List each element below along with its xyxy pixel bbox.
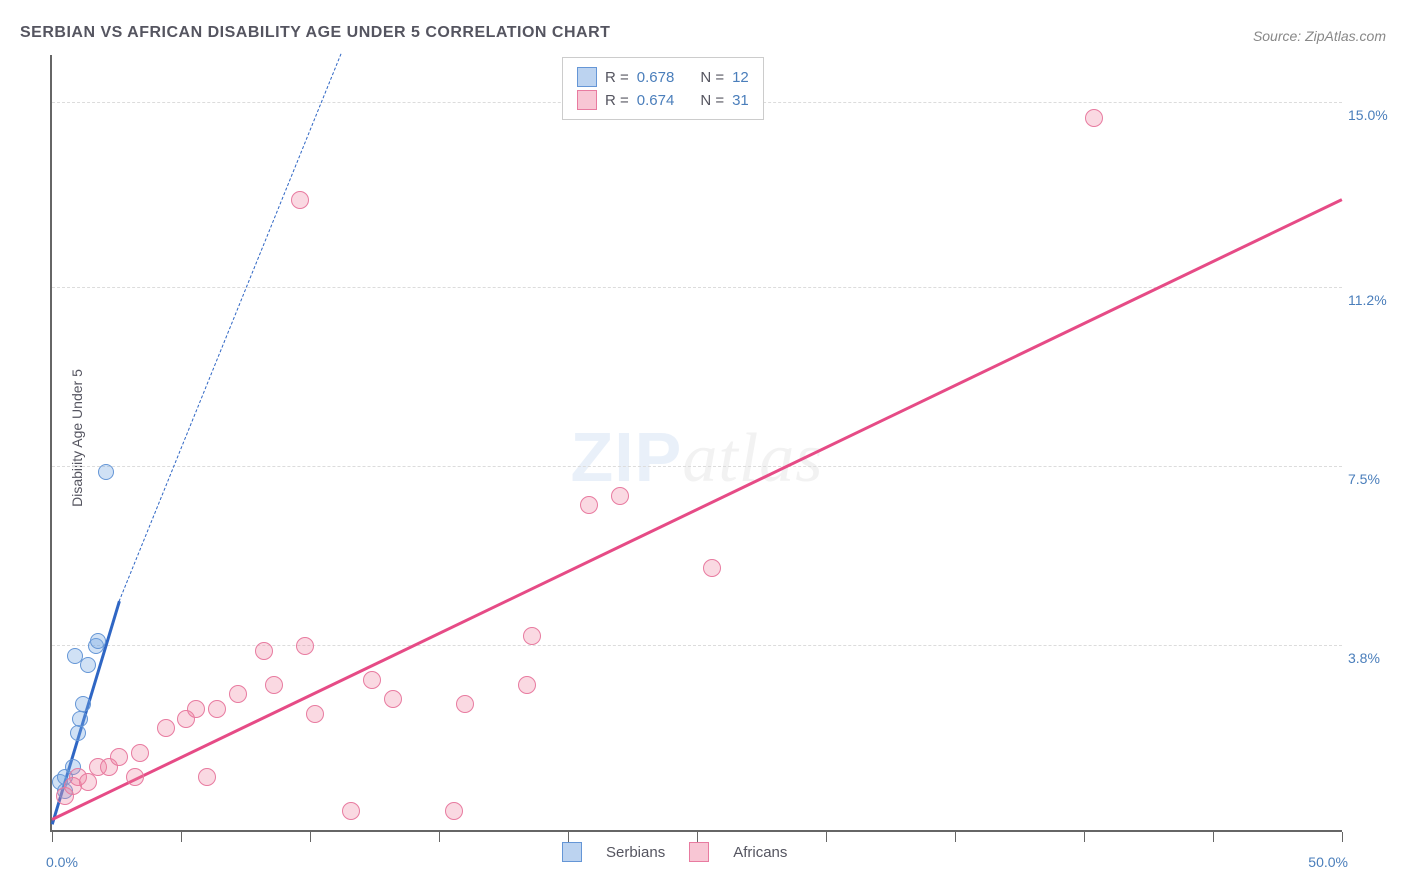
source-attribution: Source: ZipAtlas.com — [1253, 28, 1386, 44]
y-tick-label: 3.8% — [1348, 650, 1398, 666]
legend-n-value: 31 — [732, 92, 749, 109]
data-point — [445, 802, 463, 820]
x-tick — [439, 832, 440, 842]
data-point — [229, 685, 247, 703]
legend-swatch — [577, 67, 597, 87]
data-point — [296, 637, 314, 655]
data-point — [342, 802, 360, 820]
trend-line-dashed — [119, 54, 342, 602]
legend-swatch — [689, 842, 709, 862]
legend-row: R = 0.678 N = 12 — [577, 67, 749, 87]
x-tick — [1213, 832, 1214, 842]
data-point — [523, 627, 541, 645]
x-tick — [1084, 832, 1085, 842]
data-point — [703, 559, 721, 577]
data-point — [110, 748, 128, 766]
data-point — [363, 671, 381, 689]
data-point — [80, 657, 96, 673]
data-point — [255, 642, 273, 660]
data-point — [198, 768, 216, 786]
gridline-horizontal — [52, 645, 1342, 646]
data-point — [291, 191, 309, 209]
gridline-horizontal — [52, 466, 1342, 467]
data-point — [98, 464, 114, 480]
legend-n-label: N = — [700, 69, 724, 86]
legend-r-value: 0.678 — [637, 69, 675, 86]
data-point — [126, 768, 144, 786]
data-point — [187, 700, 205, 718]
data-point — [518, 676, 536, 694]
data-point — [131, 744, 149, 762]
legend-swatch — [577, 90, 597, 110]
x-tick — [697, 832, 698, 842]
legend-row: R = 0.674 N = 31 — [577, 90, 749, 110]
legend-series-label: Serbians — [606, 844, 665, 861]
x-tick — [52, 832, 53, 842]
watermark-zip: ZIP — [570, 418, 682, 496]
data-point — [72, 711, 88, 727]
data-point — [580, 496, 598, 514]
data-point — [306, 705, 324, 723]
data-point — [208, 700, 226, 718]
chart-title: SERBIAN VS AFRICAN DISABILITY AGE UNDER … — [20, 24, 610, 42]
x-axis-min-label: 0.0% — [46, 854, 78, 870]
y-tick-label: 15.0% — [1348, 107, 1398, 123]
legend-series-label: Africans — [733, 844, 787, 861]
legend-r-label: R = — [605, 69, 629, 86]
watermark: ZIPatlas — [570, 417, 823, 499]
x-tick — [955, 832, 956, 842]
legend-swatch — [562, 842, 582, 862]
data-point — [611, 487, 629, 505]
x-tick — [1342, 832, 1343, 842]
y-tick-label: 7.5% — [1348, 471, 1398, 487]
data-point — [157, 719, 175, 737]
data-point — [1085, 109, 1103, 127]
data-point — [70, 725, 86, 741]
series-legend: Serbians Africans — [562, 842, 787, 862]
scatter-plot-area: ZIPatlas R =0.678N =12R =0.674N =31 Serb… — [50, 55, 1342, 832]
legend-r-label: R = — [605, 92, 629, 109]
data-point — [265, 676, 283, 694]
x-tick — [310, 832, 311, 842]
x-tick — [826, 832, 827, 842]
data-point — [90, 633, 106, 649]
x-tick — [181, 832, 182, 842]
data-point — [75, 696, 91, 712]
legend-n-value: 12 — [732, 69, 749, 86]
x-axis-max-label: 50.0% — [1308, 854, 1348, 870]
data-point — [67, 648, 83, 664]
data-point — [384, 690, 402, 708]
correlation-legend: R = 0.678 N = 12 R = 0.674 N = 31 — [562, 57, 764, 120]
legend-n-label: N = — [700, 92, 724, 109]
legend-r-value: 0.674 — [637, 92, 675, 109]
y-tick-label: 11.2% — [1348, 292, 1398, 308]
data-point — [456, 695, 474, 713]
x-tick — [568, 832, 569, 842]
